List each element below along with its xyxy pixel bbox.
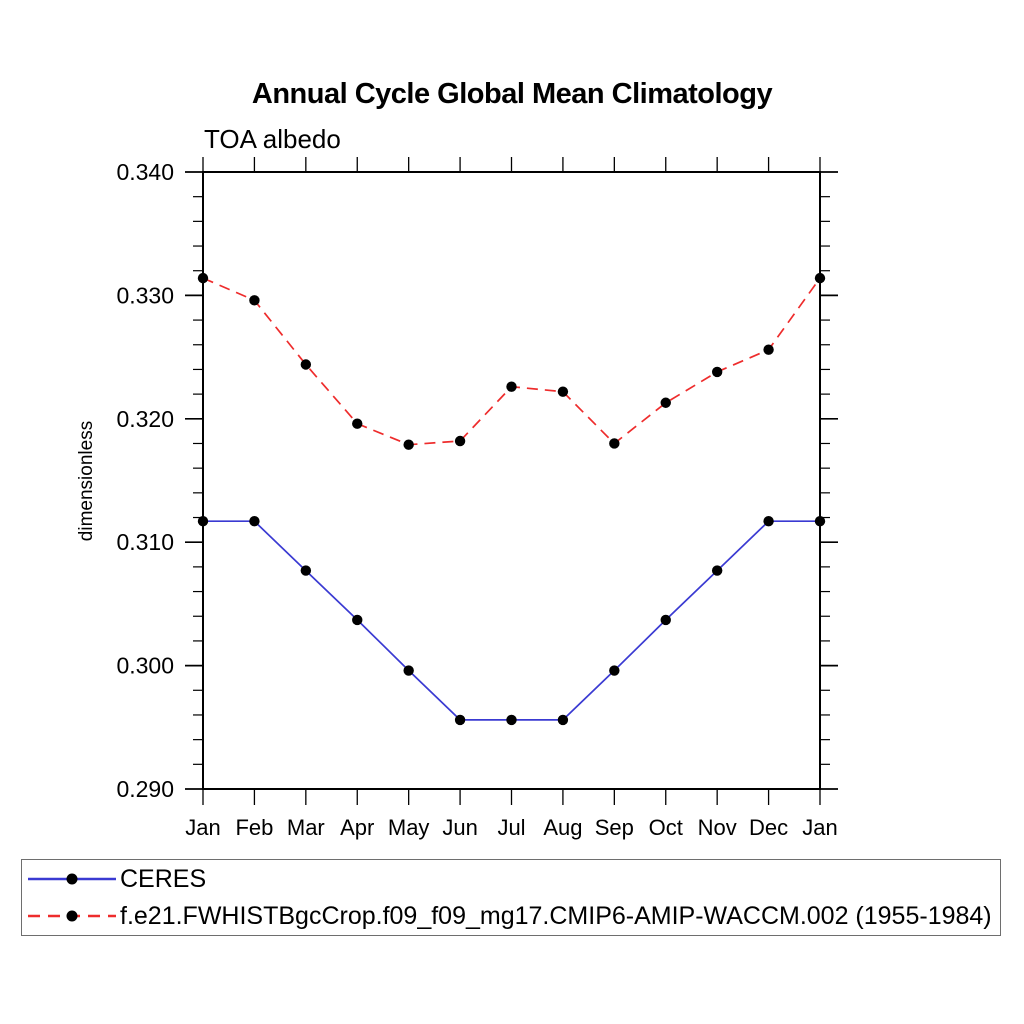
series-marker-0 [814,516,826,527]
series-marker-1 [763,344,774,355]
legend-label-1: f.e21.FWHISTBgcCrop.f09_f09_mg17.CMIP6-A… [120,901,992,930]
plot-frame [202,171,821,790]
legend-marker-icon [66,910,78,922]
x-axis-tick-label: Sep [595,815,634,840]
y-axis-tick-label: 0.330 [116,282,174,308]
series-marker-0 [403,665,414,676]
x-axis-tick-label: May [388,815,430,840]
legend-row-1: f.e21.FWHISTBgcCrop.f09_f09_mg17.CMIP6-A… [26,898,1000,934]
x-axis-tick-label: Oct [649,815,683,840]
x-axis-tick-label: Aug [543,815,582,840]
x-axis-tick-label: Jan [185,815,220,840]
x-axis-tick-label: Apr [340,815,374,840]
series-marker-1 [506,381,517,392]
legend-marker-icon [66,873,78,885]
y-axis-label: dimensionless [76,421,97,541]
y-axis-tick-label: 0.300 [116,653,174,679]
chart-subtitle: TOA albedo [204,124,341,154]
series-marker-0 [609,665,620,676]
plot-area: 0.290 0.300 0.310 0.320 0.330 0.340 Jan Feb Mar A… [76,157,838,840]
y-axis-tick-label: 0.340 [116,159,174,185]
series-marker-1 [352,418,363,429]
series-marker-1 [403,439,414,450]
series-marker-0 [763,516,774,527]
series-marker-0 [352,614,363,626]
series-marker-0 [249,516,260,527]
y-axis-tick-label: 0.290 [116,776,174,802]
x-axis-tick-label: Feb [235,815,273,840]
x-axis-tick-label: Jul [497,815,525,840]
series-line-1 [202,277,821,446]
series-marker-1 [557,386,569,397]
series-marker-0 [557,714,569,726]
x-axis-tick-label: Dec [749,815,788,840]
series-marker-1 [711,366,723,378]
series-marker-1 [197,272,209,284]
x-axis-tick-label: Jan [802,815,837,840]
series-marker-0 [300,565,312,576]
series-line-0 [203,520,820,721]
series-marker-0 [506,714,517,726]
series-marker-1 [814,272,826,284]
legend-label-0: CERES [120,864,207,893]
series-marker-1 [609,438,620,449]
legend-row-0: CERES [26,861,1000,897]
series-marker-1 [300,359,312,370]
series-marker-1 [660,397,671,408]
x-axis-tick-label: Mar [287,815,325,840]
series-marker-0 [711,565,723,576]
y-axis-tick-label: 0.320 [116,406,174,432]
x-axis-tick-label: Jun [442,815,477,840]
legend-line-sample-1 [28,910,116,922]
series-marker-1 [249,295,260,306]
chart-title: Annual Cycle Global Mean Climatology [251,78,773,110]
series-marker-0 [197,516,209,527]
series-marker-1 [454,435,466,447]
legend: CERES f.e21.FWHISTBgcCrop.f09_f09_mg17.CM… [21,859,1001,936]
y-axis-tick-label: 0.310 [116,529,174,555]
legend-line-sample-0 [28,873,116,885]
x-axis-tick-label: Nov [698,815,737,840]
series-marker-0 [660,614,671,626]
series-marker-0 [454,714,466,726]
